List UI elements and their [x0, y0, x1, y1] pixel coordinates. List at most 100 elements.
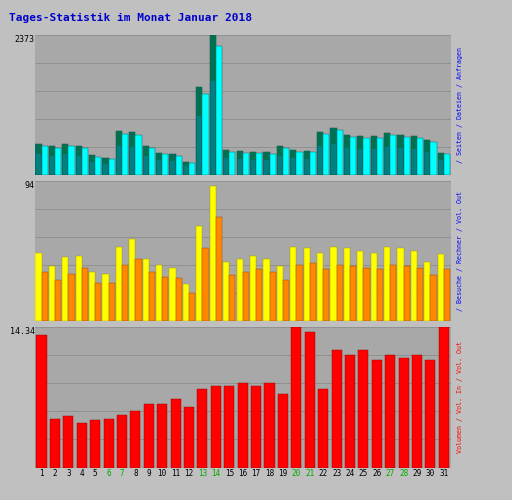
Bar: [265, 384, 274, 468]
Bar: [103, 418, 114, 468]
Bar: [129, 240, 135, 322]
Bar: [68, 146, 75, 176]
Bar: [431, 142, 437, 176]
Bar: [176, 156, 182, 176]
Bar: [169, 154, 176, 176]
Bar: [372, 360, 382, 468]
Bar: [412, 355, 422, 468]
Bar: [36, 144, 41, 154]
Bar: [229, 152, 236, 176]
Bar: [390, 136, 396, 175]
Bar: [183, 284, 189, 322]
Bar: [438, 153, 443, 160]
Bar: [89, 156, 95, 162]
Bar: [202, 248, 208, 322]
Bar: [317, 132, 323, 146]
Bar: [305, 332, 315, 468]
Bar: [116, 131, 122, 146]
Bar: [397, 248, 403, 322]
Bar: [62, 144, 68, 176]
Bar: [403, 136, 410, 175]
Bar: [277, 146, 283, 176]
Bar: [398, 134, 403, 148]
Bar: [344, 248, 350, 322]
Bar: [76, 146, 82, 176]
Bar: [256, 269, 262, 322]
Bar: [149, 272, 155, 322]
Bar: [357, 136, 363, 149]
Bar: [135, 134, 142, 175]
Bar: [95, 157, 101, 176]
Bar: [438, 254, 444, 322]
Bar: [102, 274, 109, 322]
Bar: [323, 134, 329, 175]
Bar: [202, 94, 208, 176]
Bar: [283, 280, 289, 322]
Bar: [269, 272, 275, 322]
Bar: [170, 154, 175, 161]
Bar: [210, 35, 216, 81]
Bar: [323, 269, 329, 322]
Bar: [95, 282, 101, 322]
Bar: [90, 420, 100, 468]
Bar: [417, 138, 423, 175]
Bar: [162, 154, 168, 176]
Bar: [444, 269, 450, 322]
Bar: [331, 128, 336, 144]
Bar: [122, 264, 128, 322]
Bar: [278, 394, 288, 468]
Bar: [424, 140, 430, 151]
Bar: [304, 150, 309, 158]
Bar: [384, 247, 390, 322]
Bar: [336, 130, 343, 176]
Bar: [424, 140, 431, 175]
Bar: [250, 256, 256, 322]
Bar: [89, 272, 95, 322]
Bar: [424, 262, 431, 322]
Bar: [223, 150, 229, 176]
Bar: [371, 136, 377, 175]
Bar: [143, 146, 148, 156]
Bar: [291, 327, 302, 468]
Bar: [35, 252, 41, 322]
Bar: [184, 407, 194, 468]
Bar: [250, 152, 256, 160]
Bar: [417, 268, 423, 322]
Bar: [149, 148, 155, 176]
Bar: [243, 152, 249, 176]
Bar: [350, 136, 356, 175]
Bar: [62, 257, 68, 322]
Bar: [332, 350, 342, 468]
Bar: [130, 132, 135, 146]
Bar: [109, 160, 115, 176]
Bar: [135, 258, 142, 322]
Bar: [364, 138, 370, 175]
Bar: [117, 414, 127, 468]
Bar: [371, 136, 376, 149]
Bar: [144, 404, 154, 468]
Bar: [197, 88, 202, 116]
Bar: [157, 404, 167, 468]
Bar: [251, 386, 261, 468]
Bar: [397, 134, 403, 175]
Bar: [425, 360, 436, 468]
Bar: [211, 386, 221, 468]
Bar: [216, 46, 222, 176]
Bar: [50, 418, 60, 468]
Text: / Besuche / Rechner / Vol. Out: / Besuche / Rechner / Vol. Out: [457, 191, 463, 311]
Bar: [345, 355, 355, 468]
Bar: [358, 350, 369, 468]
Bar: [156, 153, 162, 160]
Bar: [89, 156, 95, 176]
Bar: [129, 132, 135, 176]
Bar: [411, 251, 417, 322]
Bar: [344, 134, 350, 175]
Bar: [55, 280, 61, 322]
Bar: [189, 293, 195, 322]
Bar: [49, 146, 55, 156]
Bar: [250, 152, 256, 176]
Bar: [49, 146, 55, 176]
Text: Tages-Statistik im Monat Januar 2018: Tages-Statistik im Monat Januar 2018: [9, 13, 252, 23]
Bar: [277, 266, 283, 322]
Bar: [36, 336, 47, 468]
